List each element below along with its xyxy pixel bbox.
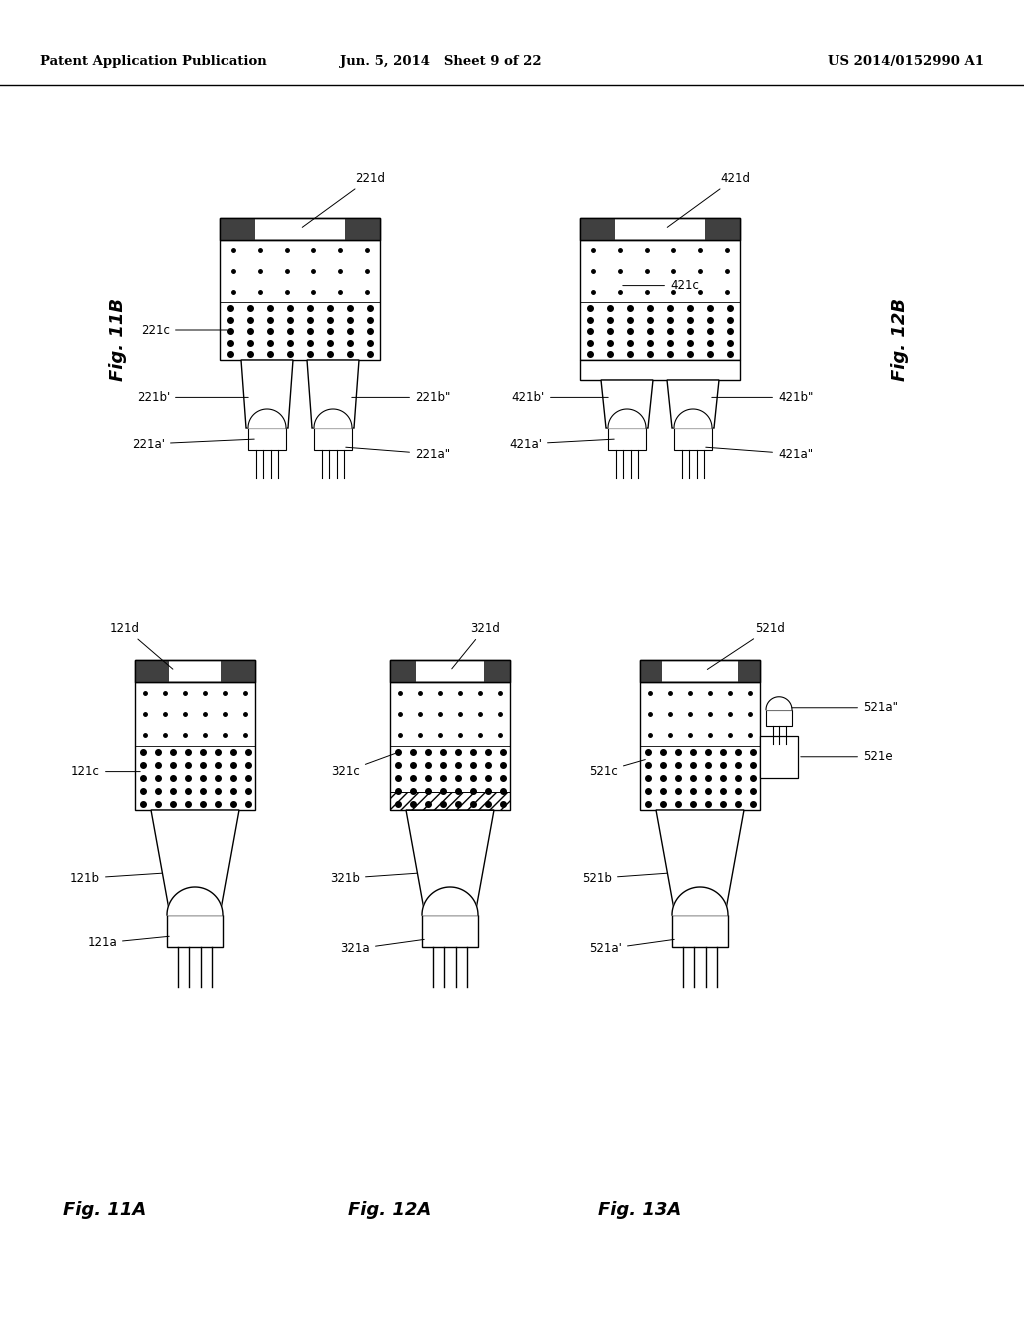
Polygon shape [672,887,728,915]
Bar [314,428,352,450]
Bar [135,660,255,682]
Bar [640,660,662,682]
Bar [167,915,223,946]
Polygon shape [656,810,744,915]
Bar [220,218,255,240]
Bar [705,218,740,240]
Polygon shape [241,360,293,428]
Bar [674,428,712,450]
Text: 421a": 421a" [706,447,813,461]
Bar [580,240,740,360]
Bar [608,428,646,450]
Text: 321a: 321a [340,940,424,956]
Text: Fig. 11A: Fig. 11A [63,1201,146,1218]
Bar [760,735,798,777]
Text: 221d: 221d [302,172,385,227]
Text: 121c: 121c [71,766,140,777]
Polygon shape [608,409,646,428]
Text: Patent Application Publication: Patent Application Publication [40,55,266,69]
Text: 521c: 521c [589,759,645,777]
Bar [483,660,510,682]
Bar [220,218,380,240]
Polygon shape [422,887,478,915]
Text: Fig. 11B: Fig. 11B [109,297,127,380]
Polygon shape [248,409,286,428]
Text: 421b': 421b' [512,391,608,404]
Bar [345,218,380,240]
Bar [580,218,740,240]
Bar [220,218,380,240]
Polygon shape [667,380,719,428]
Polygon shape [314,409,352,428]
Text: Fig. 13A: Fig. 13A [598,1201,682,1218]
Text: 521e: 521e [801,750,893,763]
Bar [390,660,510,682]
Bar [580,360,740,380]
Bar [640,682,760,810]
Bar [390,792,510,810]
Bar [390,660,417,682]
Bar [220,240,380,360]
Text: 421a': 421a' [509,437,614,450]
Text: 521a": 521a" [792,701,898,714]
Bar [640,660,760,682]
Bar [135,682,255,810]
Polygon shape [151,810,239,915]
Polygon shape [766,697,792,710]
Text: Fig. 12B: Fig. 12B [891,297,909,380]
Text: 521d: 521d [708,622,784,669]
Polygon shape [674,409,712,428]
Text: 221a": 221a" [346,447,451,461]
Text: 421b": 421b" [712,391,813,404]
Bar [738,660,760,682]
Bar [390,660,510,682]
Bar [580,218,740,240]
Bar [390,682,510,810]
Text: 221b": 221b" [352,391,451,404]
Text: Fig. 12A: Fig. 12A [348,1201,432,1218]
Text: 321b: 321b [330,871,417,884]
Polygon shape [406,810,494,915]
Bar [135,660,255,682]
Text: 221b': 221b' [137,391,248,404]
Bar [672,915,728,946]
Text: 521b: 521b [582,871,668,884]
Bar [422,915,478,946]
Text: 121a: 121a [87,936,169,949]
Bar [221,660,255,682]
Text: 321d: 321d [452,622,500,669]
Bar [135,660,169,682]
Text: 421d: 421d [668,172,750,227]
Text: 221c: 221c [141,323,227,337]
Text: 221a': 221a' [132,437,254,450]
Bar [248,428,286,450]
Text: Jun. 5, 2014   Sheet 9 of 22: Jun. 5, 2014 Sheet 9 of 22 [340,55,541,69]
Text: 521a': 521a' [589,940,674,956]
Text: 121b: 121b [70,871,162,884]
Polygon shape [167,887,223,915]
Polygon shape [601,380,653,428]
Text: 421c: 421c [623,279,698,292]
Bar [640,660,760,682]
Text: 121d: 121d [110,622,173,669]
Bar [580,218,615,240]
Polygon shape [307,360,359,428]
Bar [766,710,792,726]
Text: 321c: 321c [331,754,395,777]
Text: US 2014/0152990 A1: US 2014/0152990 A1 [828,55,984,69]
